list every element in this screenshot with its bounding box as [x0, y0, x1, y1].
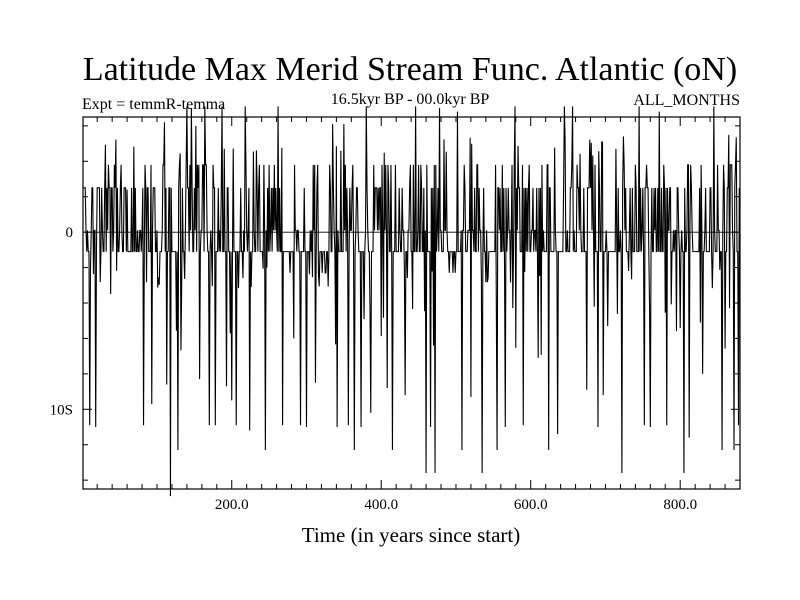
plot-data-layer	[83, 106, 741, 497]
chart-title: Latitude Max Merid Stream Func. Atlantic…	[83, 51, 737, 88]
y-tick-label: 0	[66, 225, 74, 241]
plot-frame	[82, 116, 741, 490]
chart-subtitle-months: ALL_MONTHS	[633, 92, 740, 109]
series-line-temmR-temma	[83, 106, 741, 497]
y-tick-label: 10S	[50, 402, 73, 418]
chart-subtitle-experiment: Expt = temmR-temma	[82, 96, 225, 113]
x-axis-title: Time (in years since start)	[302, 523, 521, 547]
plot-axis-layer: 200.0 400.0 600.0 800.0 0 10S	[50, 117, 740, 513]
x-tick-label: 600.0	[514, 497, 548, 513]
x-tick-label: 800.0	[663, 497, 697, 513]
x-tick-label: 400.0	[364, 497, 398, 513]
chart-subtitle-period: 16.5kyr BP - 00.0kyr BP	[331, 91, 490, 108]
x-tick-label: 200.0	[215, 497, 249, 513]
